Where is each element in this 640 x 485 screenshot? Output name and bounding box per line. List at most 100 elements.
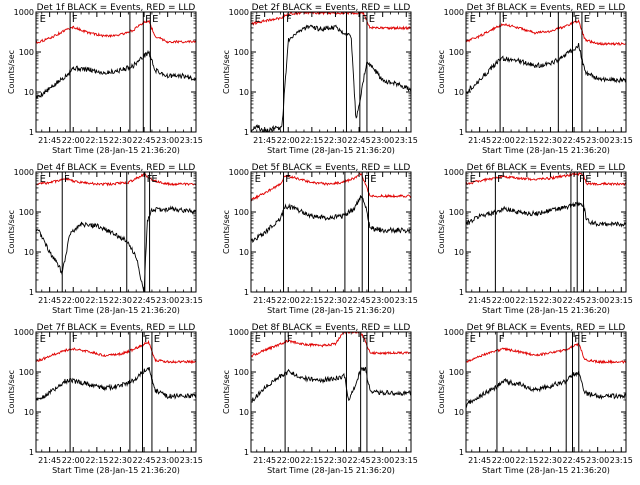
y-tick-label: 100 bbox=[19, 48, 34, 57]
y-tick-label: 10 bbox=[454, 408, 464, 417]
series-lld-line bbox=[36, 172, 196, 187]
y-axis-label: Counts/sec bbox=[437, 210, 446, 254]
y-tick-label: 100 bbox=[234, 48, 249, 57]
x-tick-label: 22:15 bbox=[300, 296, 323, 305]
plot-frame bbox=[465, 171, 627, 293]
flag-label-e: E bbox=[255, 174, 261, 185]
series-events-line bbox=[251, 366, 411, 403]
y-tick-label: 1000 bbox=[444, 328, 464, 337]
x-tick-label: 22:15 bbox=[300, 456, 323, 465]
x-tick-label: 23:15 bbox=[610, 296, 633, 305]
y-tick-label: 10 bbox=[454, 248, 464, 257]
x-axis-label: Start Time (28-Jan-15 21:36:20) bbox=[52, 306, 180, 315]
chart-title: Det 5f BLACK = Events, RED = LLD bbox=[252, 163, 411, 173]
x-tick-label: 23:15 bbox=[610, 456, 633, 465]
x-axis-label: Start Time (28-Jan-15 21:36:20) bbox=[267, 146, 395, 155]
x-tick-label: 22:15 bbox=[300, 136, 323, 145]
y-tick-label: 1000 bbox=[229, 168, 249, 177]
y-tick-label: 1 bbox=[244, 128, 249, 137]
y-tick-label: 1000 bbox=[14, 8, 34, 17]
flag-label-e: E bbox=[255, 334, 261, 345]
x-tick-label: 22:00 bbox=[62, 136, 85, 145]
x-tick-label: 21:45 bbox=[468, 296, 491, 305]
x-tick-label: 22:45 bbox=[563, 296, 586, 305]
y-tick-label: 10 bbox=[24, 88, 34, 97]
series-lld-line bbox=[466, 342, 626, 365]
x-tick-label: 23:15 bbox=[180, 456, 203, 465]
x-tick-label: 22:15 bbox=[515, 456, 538, 465]
x-tick-label: 21:45 bbox=[253, 296, 276, 305]
y-tick-label: 1000 bbox=[229, 328, 249, 337]
series-lld-line bbox=[466, 18, 626, 46]
x-tick-label: 22:45 bbox=[563, 136, 586, 145]
x-tick-label: 21:45 bbox=[38, 456, 61, 465]
y-tick-label: 10 bbox=[454, 88, 464, 97]
x-tick-label: 23:15 bbox=[395, 296, 418, 305]
flag-label-e: E bbox=[151, 174, 157, 185]
x-tick-label: 22:30 bbox=[324, 296, 347, 305]
x-tick-label: 23:00 bbox=[156, 136, 179, 145]
plot-frame bbox=[35, 11, 197, 133]
y-tick-label: 1000 bbox=[444, 8, 464, 17]
series-lld-line bbox=[251, 172, 411, 202]
flag-label-e: E bbox=[584, 14, 590, 25]
x-axis-label: Start Time (28-Jan-15 21:36:20) bbox=[267, 466, 395, 475]
plot-frame bbox=[250, 11, 412, 133]
plot-frame bbox=[35, 171, 197, 293]
chart-title: Det 6f BLACK = Events, RED = LLD bbox=[467, 163, 626, 173]
flag-label-e: E bbox=[370, 174, 376, 185]
x-axis-label: Start Time (28-Jan-15 21:36:20) bbox=[52, 146, 180, 155]
flag-label-e: E bbox=[152, 14, 158, 25]
x-tick-label: 21:45 bbox=[468, 456, 491, 465]
flag-label-f: F bbox=[499, 334, 505, 345]
x-tick-label: 22:15 bbox=[85, 136, 108, 145]
x-tick-label: 22:30 bbox=[539, 136, 562, 145]
y-tick-label: 100 bbox=[19, 368, 34, 377]
y-tick-label: 10 bbox=[239, 88, 249, 97]
flag-label-e: E bbox=[40, 334, 46, 345]
y-axis-label: Counts/sec bbox=[222, 50, 231, 94]
y-axis-label: Counts/sec bbox=[222, 370, 231, 414]
chart-title: Det 9f BLACK = Events, RED = LLD bbox=[467, 323, 626, 333]
x-tick-label: 22:30 bbox=[324, 136, 347, 145]
plot-frame bbox=[465, 11, 627, 133]
plot-frame bbox=[35, 331, 197, 453]
y-axis-label: Counts/sec bbox=[7, 50, 16, 94]
series-events-line bbox=[466, 201, 626, 228]
x-tick-label: 22:00 bbox=[492, 296, 515, 305]
flag-label-e: E bbox=[154, 334, 160, 345]
x-tick-label: 21:45 bbox=[253, 136, 276, 145]
x-tick-label: 22:30 bbox=[109, 296, 132, 305]
flag-label-e: E bbox=[40, 174, 46, 185]
y-tick-label: 1 bbox=[29, 448, 34, 457]
x-tick-label: 23:00 bbox=[586, 296, 609, 305]
y-tick-label: 100 bbox=[19, 208, 34, 217]
x-tick-label: 21:45 bbox=[253, 456, 276, 465]
chart-title: Det 2f BLACK = Events, RED = LLD bbox=[252, 3, 411, 13]
flag-label-f: F bbox=[364, 174, 370, 185]
plot-frame bbox=[250, 171, 412, 293]
flag-label-e: E bbox=[470, 174, 476, 185]
chart-title: Det 3f BLACK = Events, RED = LLD bbox=[467, 3, 626, 13]
y-tick-label: 10 bbox=[239, 408, 249, 417]
flag-label-f: F bbox=[286, 14, 292, 25]
flag-label-f: F bbox=[579, 174, 585, 185]
y-tick-label: 100 bbox=[449, 48, 464, 57]
x-tick-label: 22:15 bbox=[515, 136, 538, 145]
flag-label-f: F bbox=[574, 334, 580, 345]
flag-label-f: F bbox=[502, 14, 508, 25]
x-tick-label: 22:00 bbox=[277, 456, 300, 465]
x-tick-label: 22:45 bbox=[348, 456, 371, 465]
y-tick-label: 100 bbox=[449, 208, 464, 217]
x-tick-label: 22:15 bbox=[85, 456, 108, 465]
y-axis-label: Counts/sec bbox=[7, 210, 16, 254]
flag-label-e: E bbox=[369, 334, 375, 345]
y-axis-label: Counts/sec bbox=[7, 370, 16, 414]
flag-label-f: F bbox=[72, 334, 78, 345]
y-axis-label: Counts/sec bbox=[437, 50, 446, 94]
x-tick-label: 22:45 bbox=[563, 456, 586, 465]
